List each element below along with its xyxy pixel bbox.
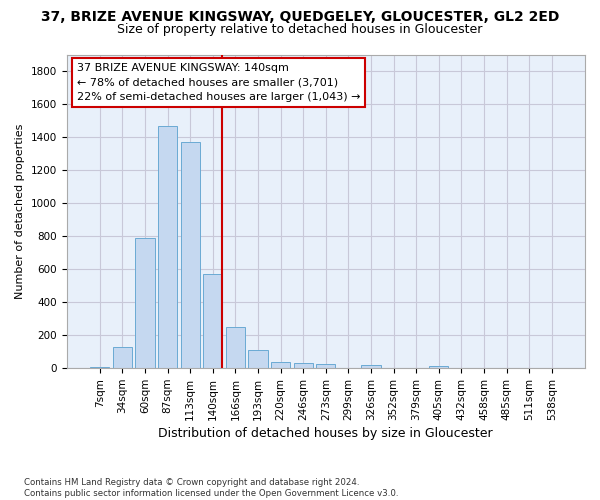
Text: 37, BRIZE AVENUE KINGSWAY, QUEDGELEY, GLOUCESTER, GL2 2ED: 37, BRIZE AVENUE KINGSWAY, QUEDGELEY, GL…: [41, 10, 559, 24]
Y-axis label: Number of detached properties: Number of detached properties: [15, 124, 25, 300]
Bar: [429, 366, 448, 368]
Bar: [248, 350, 268, 368]
X-axis label: Distribution of detached houses by size in Gloucester: Distribution of detached houses by size …: [158, 427, 493, 440]
Bar: [293, 364, 313, 368]
Text: Contains HM Land Registry data © Crown copyright and database right 2024.
Contai: Contains HM Land Registry data © Crown c…: [24, 478, 398, 498]
Bar: [90, 366, 109, 368]
Bar: [361, 365, 380, 368]
Bar: [136, 238, 155, 368]
Text: 37 BRIZE AVENUE KINGSWAY: 140sqm
← 78% of detached houses are smaller (3,701)
22: 37 BRIZE AVENUE KINGSWAY: 140sqm ← 78% o…: [77, 63, 361, 102]
Bar: [271, 362, 290, 368]
Bar: [226, 327, 245, 368]
Bar: [203, 274, 223, 368]
Bar: [113, 347, 132, 368]
Bar: [181, 142, 200, 368]
Bar: [316, 364, 335, 368]
Bar: [158, 126, 177, 368]
Text: Size of property relative to detached houses in Gloucester: Size of property relative to detached ho…: [118, 22, 482, 36]
